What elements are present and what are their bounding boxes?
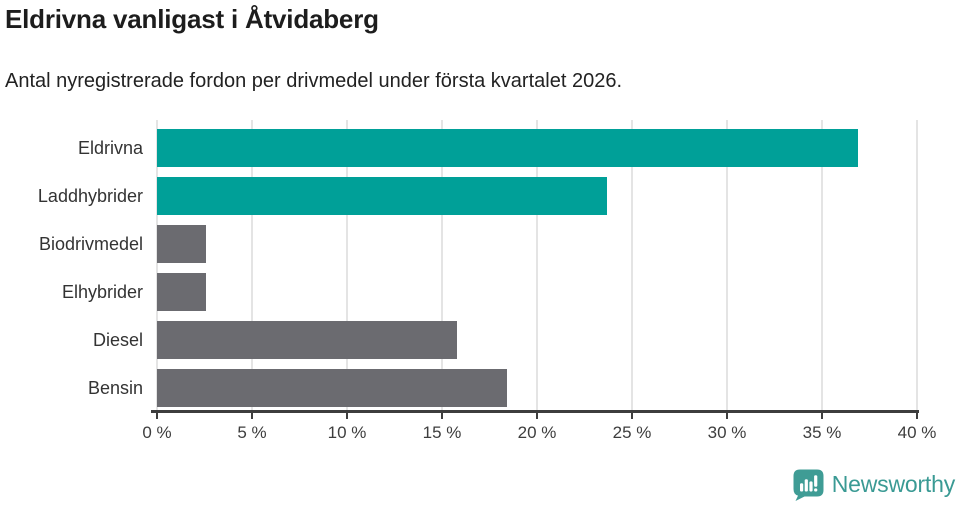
gridline	[441, 120, 443, 411]
bar-diesel	[157, 321, 458, 360]
bar-biodrivmedel	[157, 224, 207, 263]
bar-eldrivna	[157, 128, 859, 167]
x-axis-label: 25 %	[612, 423, 652, 442]
y-axis-label: Laddhybrider	[37, 185, 143, 206]
bar-laddhybrider	[157, 176, 608, 215]
x-axis-label: 10 %	[327, 423, 367, 442]
gridline	[726, 120, 728, 411]
x-axis-label: 35 %	[802, 423, 842, 442]
gridline	[631, 120, 633, 411]
x-axis-label: 0 %	[142, 423, 172, 442]
plot-area	[151, 120, 919, 419]
x-axis-label: 5 %	[237, 423, 267, 442]
y-axis-label: Biodrivmedel	[38, 233, 143, 254]
newsworthy-logo-icon	[793, 469, 824, 501]
gridline	[346, 120, 348, 411]
x-axis-tick	[441, 413, 443, 419]
x-axis-label: 15 %	[422, 423, 462, 442]
x-axis-label: 20 %	[517, 423, 557, 442]
chart-subtitle: Antal nyregistrerade fordon per drivmede…	[5, 70, 623, 92]
y-axis-label: Eldrivna	[77, 137, 143, 158]
y-axis-label: Elhybrider	[61, 282, 143, 303]
chart-title: Eldrivna vanligast i Åtvidaberg	[5, 4, 379, 34]
x-axis-tick	[156, 413, 158, 419]
x-axis-tick	[726, 413, 728, 419]
x-axis-tick	[631, 413, 633, 419]
x-axis-tick	[251, 413, 253, 419]
x-axis-label: 30 %	[707, 423, 747, 442]
x-axis-line	[151, 410, 919, 413]
gridline	[821, 120, 823, 411]
y-axis-label: Diesel	[92, 330, 143, 351]
gridline	[251, 120, 253, 411]
x-axis-tick	[916, 413, 918, 419]
x-axis-tick	[346, 413, 348, 419]
y-axis-label: Bensin	[87, 378, 143, 399]
bar-bensin	[157, 369, 507, 408]
x-axis-label: 40 %	[897, 423, 937, 442]
gridline	[916, 120, 918, 411]
gridline	[536, 120, 538, 411]
gridline	[156, 120, 158, 411]
brand-footer: Newsworthy	[792, 468, 955, 501]
brand-name: Newsworthy	[831, 471, 955, 497]
x-axis-tick	[536, 413, 538, 419]
bar-elhybrider	[157, 273, 207, 312]
x-axis-tick	[821, 413, 823, 419]
